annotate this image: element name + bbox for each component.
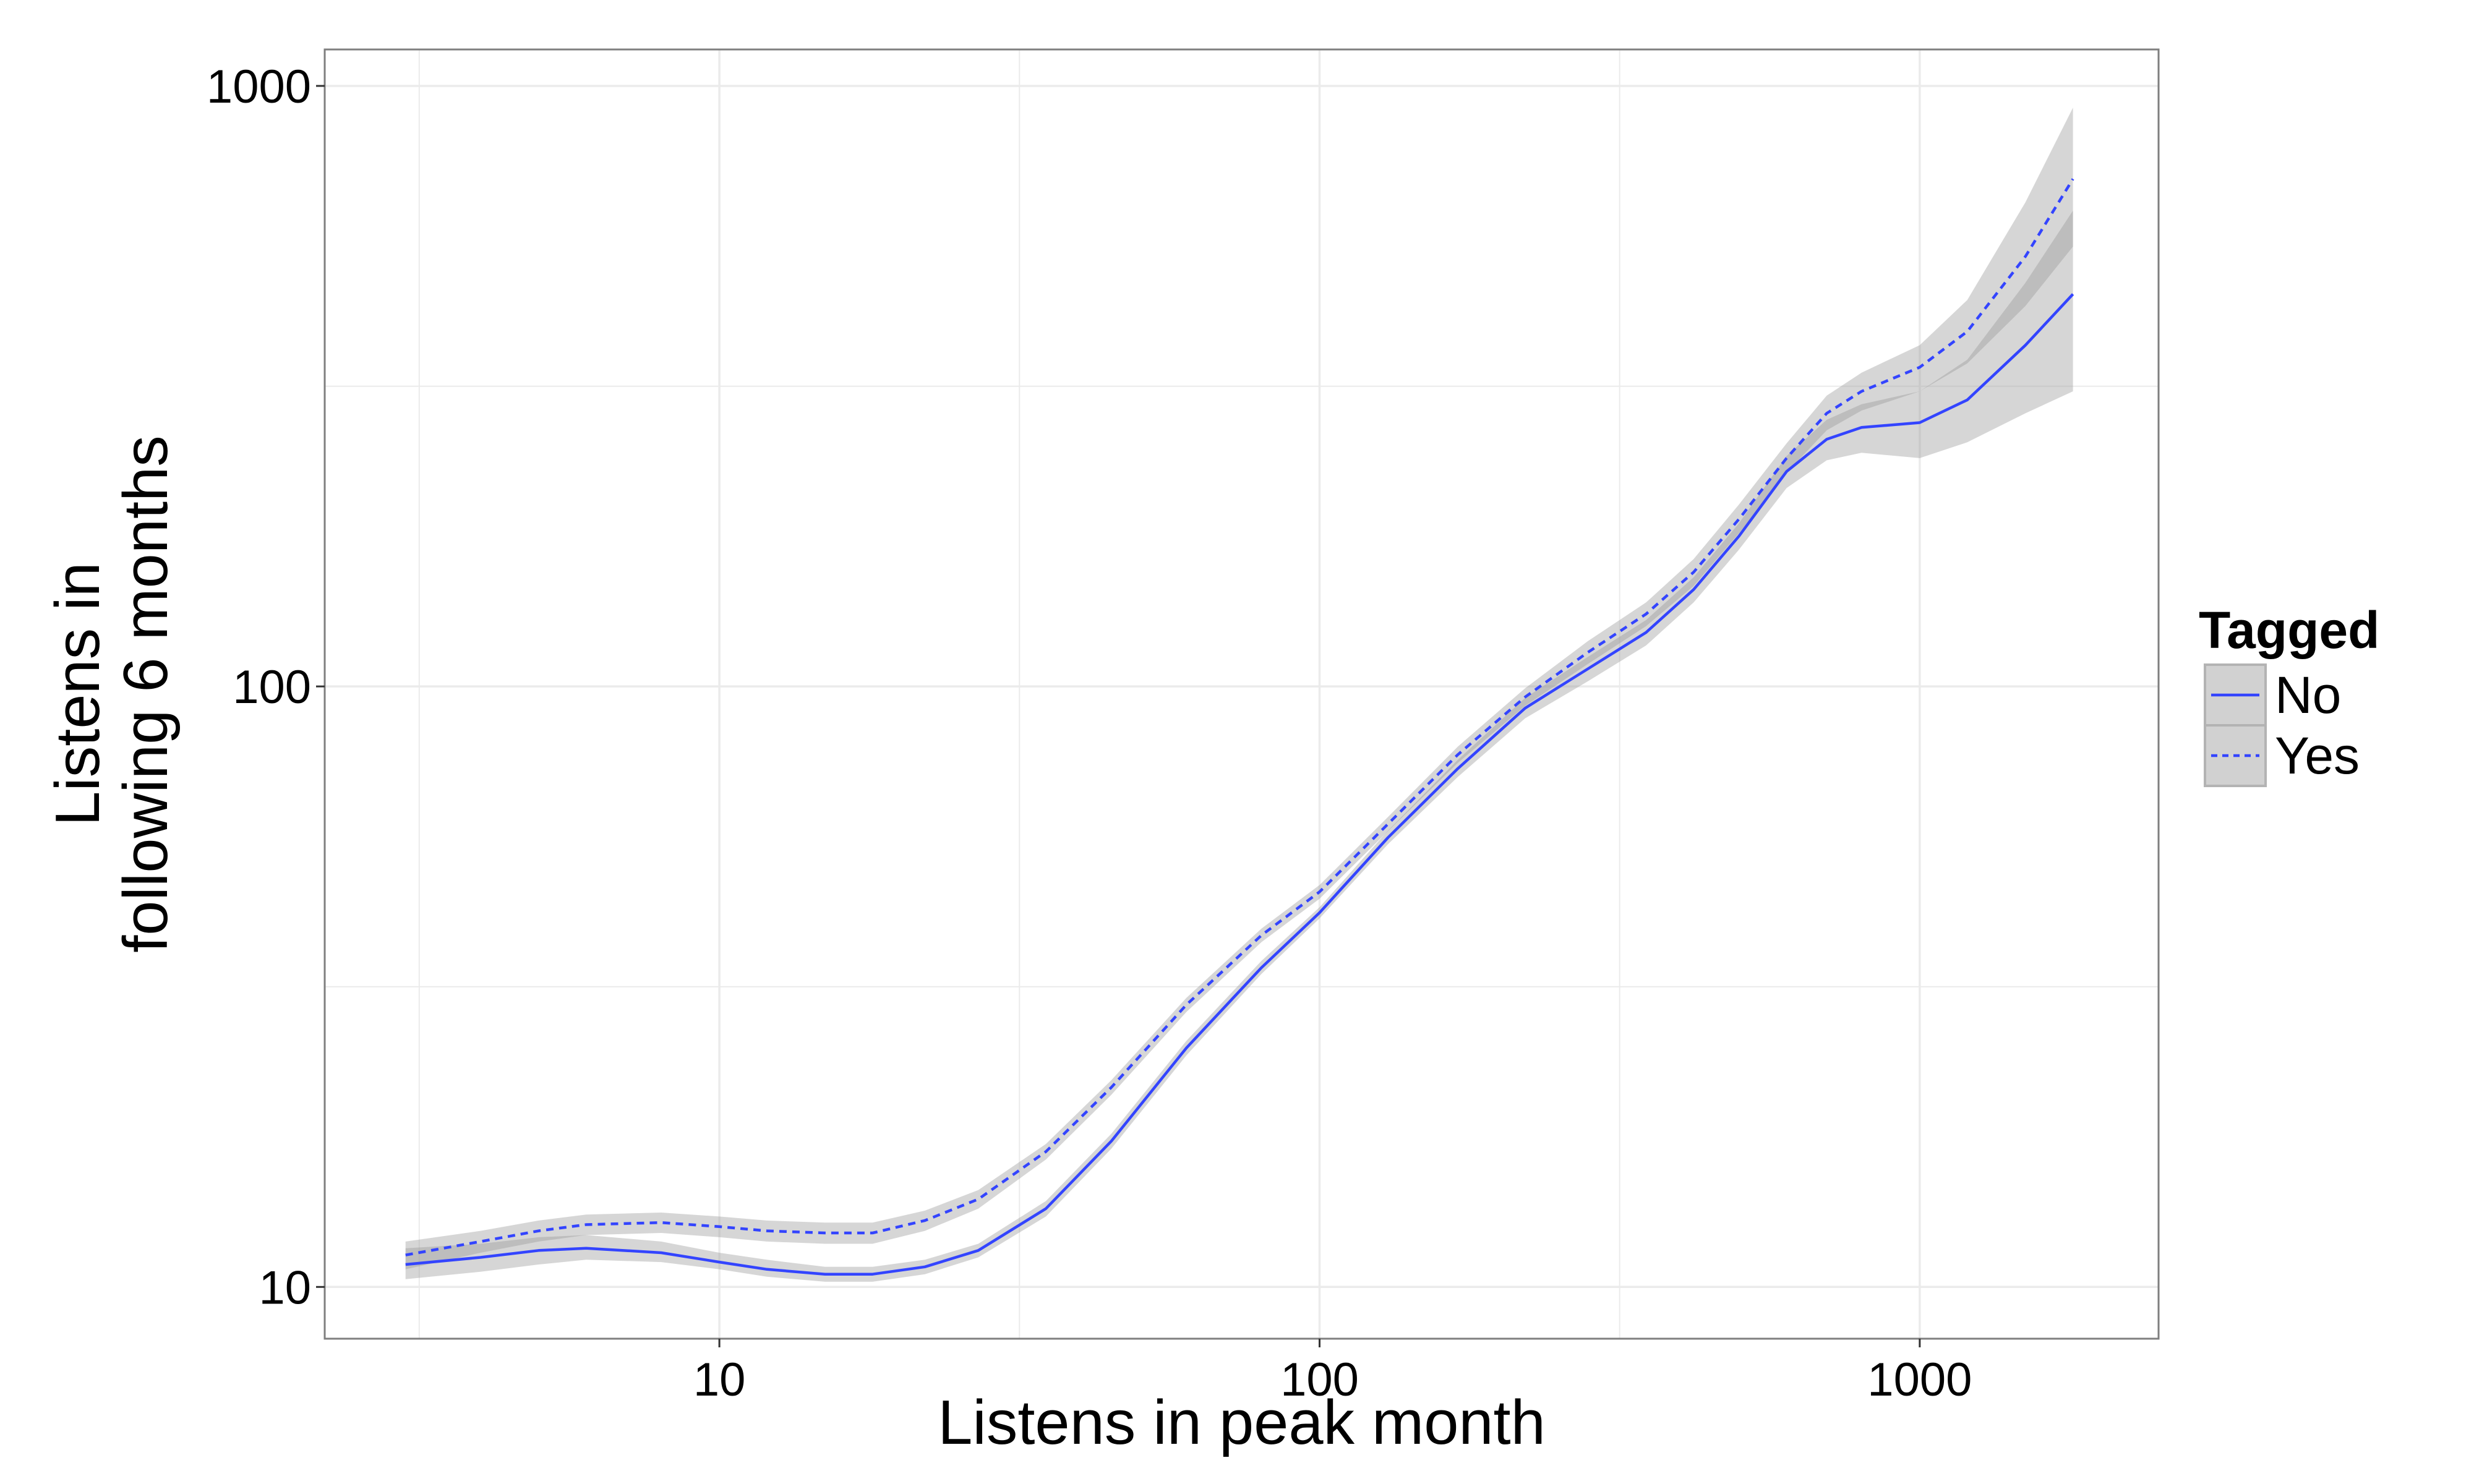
y-tick-label: 100 — [233, 661, 311, 714]
series-line-yes — [405, 178, 2074, 1256]
y-tick-label: 1000 — [207, 61, 311, 113]
x-tick-label: 1000 — [1867, 1354, 1972, 1406]
y-axis-title: Listens in following 6 months — [43, 435, 181, 953]
series-lines — [405, 178, 2074, 1276]
legend-label-yes: Yes — [2275, 727, 2360, 785]
axis-ticks: 10 100 1000 10 100 1000 — [207, 61, 1972, 1406]
y-axis-title-line-2: following 6 months — [111, 435, 181, 953]
grid — [325, 49, 2159, 1339]
legend-title: Tagged — [2199, 601, 2379, 659]
legend-keys — [2204, 663, 2267, 787]
legend-label-no: No — [2275, 666, 2341, 724]
x-tick-label: 10 — [693, 1354, 746, 1406]
plot-panel-border — [323, 48, 2160, 1340]
y-tick-label: 10 — [259, 1261, 311, 1314]
x-axis-title: Listens in peak month — [938, 1388, 1546, 1457]
x-tick-label: 100 — [1280, 1354, 1359, 1406]
y-axis-title-line-1: Listens in — [43, 562, 113, 826]
legend: Tagged No Yes — [2199, 601, 2379, 787]
series-line-no — [405, 293, 2074, 1276]
